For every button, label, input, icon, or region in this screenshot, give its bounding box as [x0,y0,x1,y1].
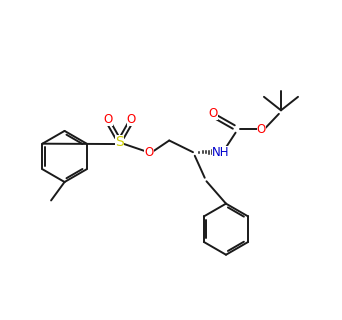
Text: NH: NH [212,146,229,159]
Text: S: S [115,135,124,149]
Text: O: O [144,146,154,159]
Text: O: O [208,108,218,120]
Text: O: O [127,113,136,126]
Text: O: O [103,113,113,126]
Text: O: O [257,123,266,136]
